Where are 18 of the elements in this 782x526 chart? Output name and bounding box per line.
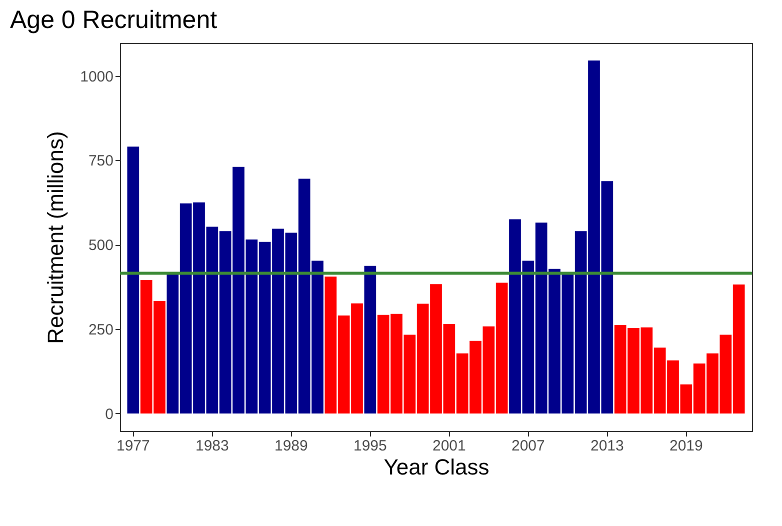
x-tick-label: 1983 [195,438,229,454]
chart-title: Age 0 Recruitment [10,6,218,34]
y-tick-label: 250 [88,322,114,339]
y-tick-label: 500 [88,237,114,254]
x-tick-label: 2007 [511,438,545,454]
x-tick-label: 2001 [432,438,466,454]
x-tick-label: 1989 [274,438,308,454]
bar [127,146,140,414]
x-tick-label: 1977 [116,438,150,454]
x-tick-label: 2013 [590,438,624,454]
x-axis-title: Year Class [384,454,490,480]
bar [364,266,376,414]
y-axis-title: Recruitment (millions) [43,131,68,344]
y-tick-label: 750 [88,152,114,170]
x-tick-label: 2019 [669,438,703,454]
y-tick-label: 0 [105,406,114,423]
x-tick-label: 1995 [353,438,387,454]
y-tick-label: 1000 [80,68,114,86]
